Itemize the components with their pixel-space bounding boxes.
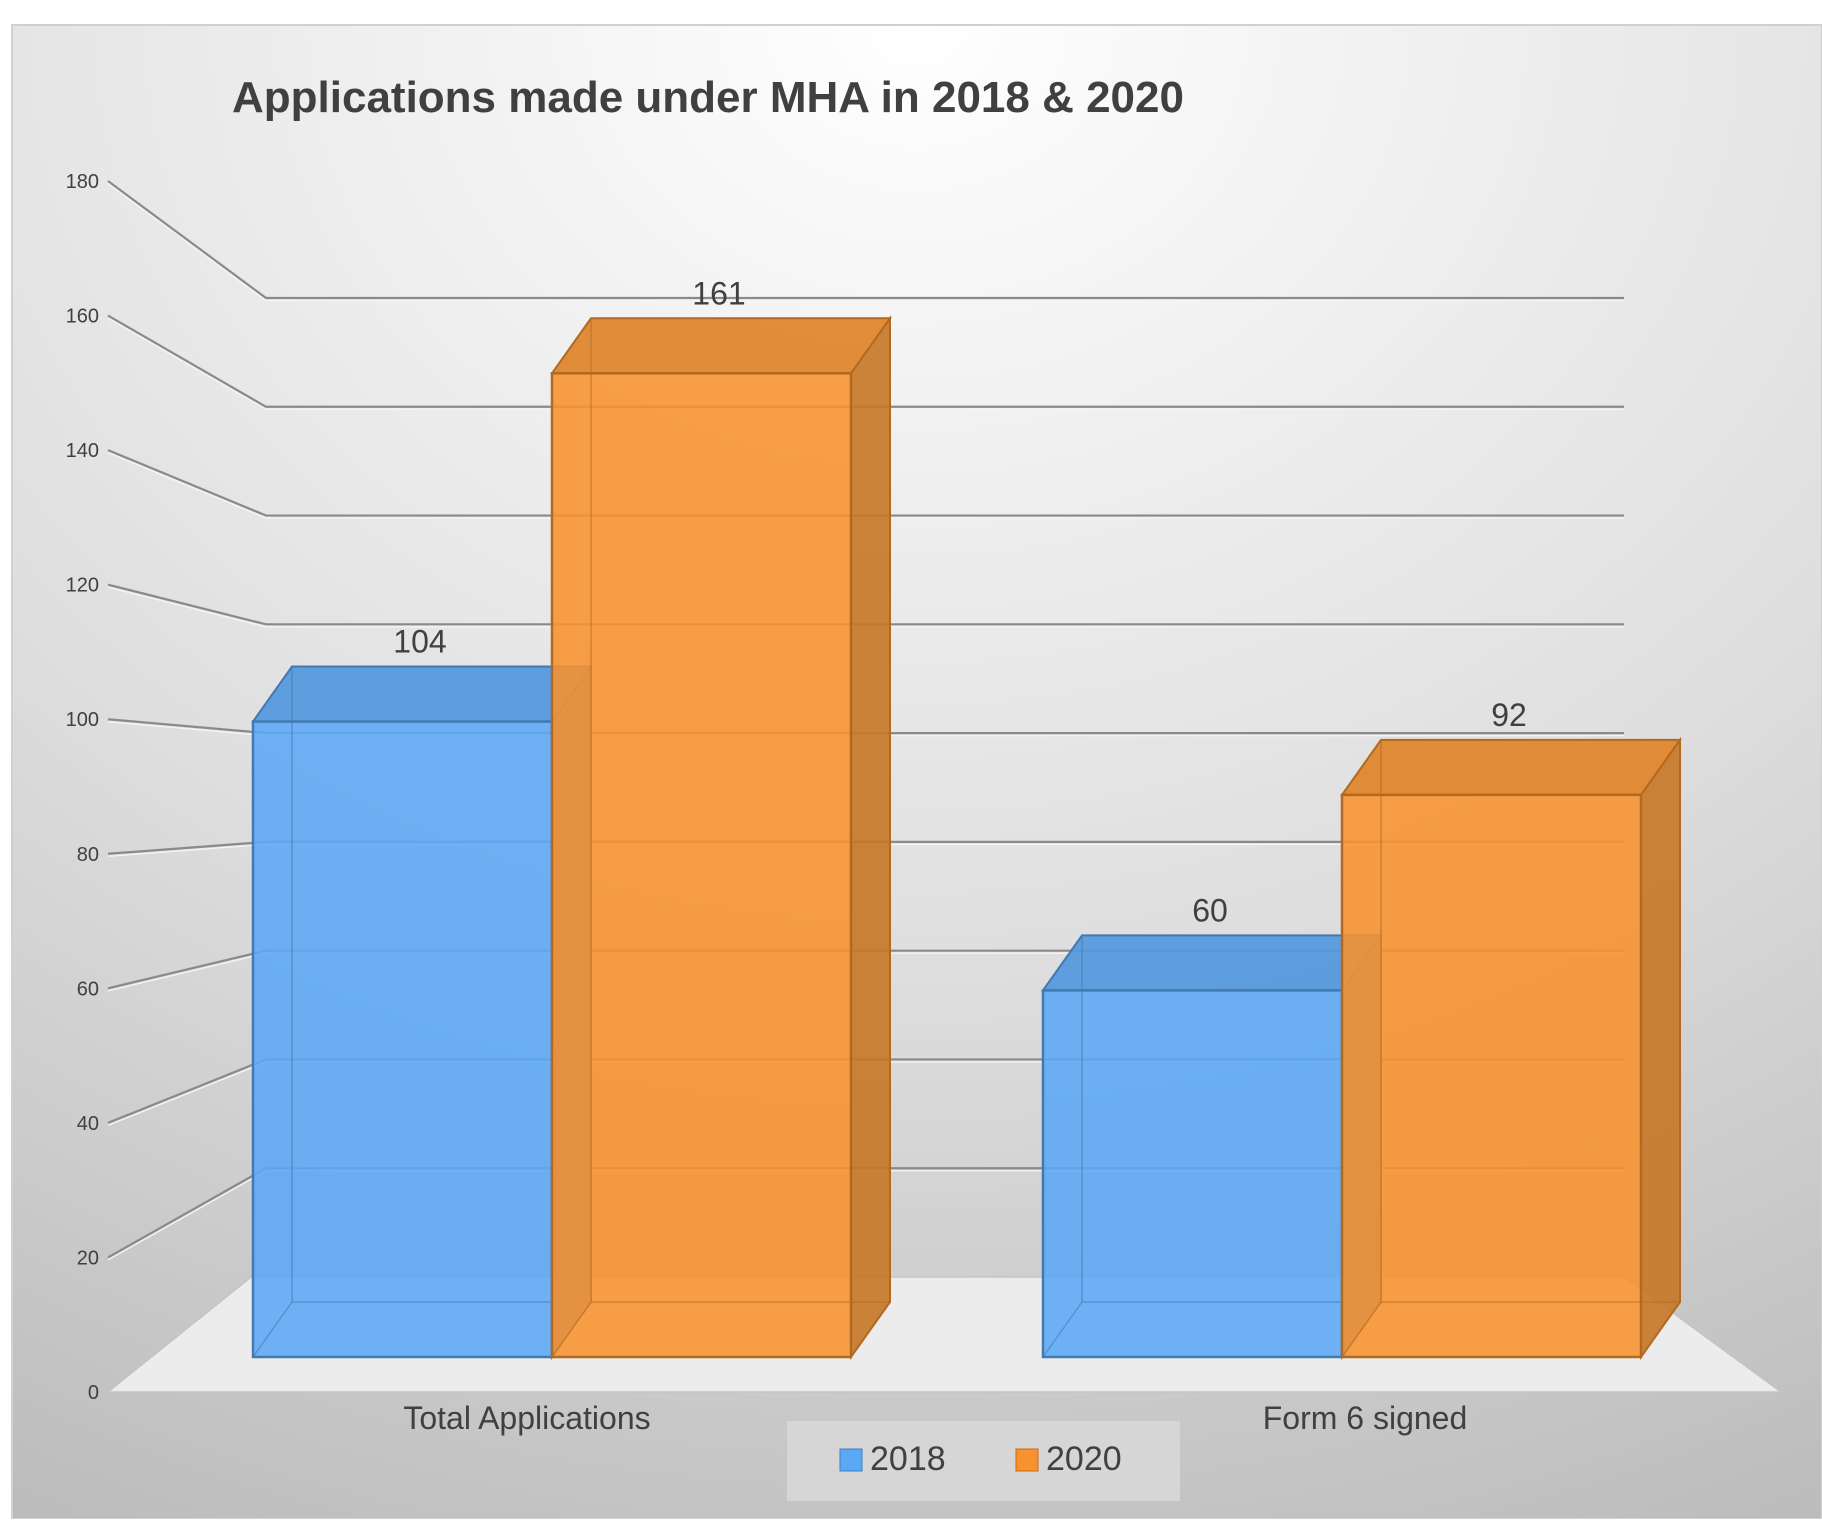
category-label-total-applications: Total Applications <box>403 1400 650 1436</box>
bar-total-applications-2020-front <box>550 372 853 1359</box>
bar-form-6-signed-2020-front <box>1340 793 1643 1359</box>
y-axis-ticks: 0 20 40 60 80 100 120 140 160 180 <box>66 171 99 1404</box>
bar-total-applications-2018-top <box>251 665 593 723</box>
bar-form-6-signed-2020-side <box>1640 736 1681 1361</box>
gridline-highlight-140 <box>107 451 1624 519</box>
y-tick-label-100: 100 <box>66 709 99 731</box>
y-tick-label-20: 20 <box>77 1247 99 1269</box>
bar-total-applications-2018-depth-edge <box>252 1301 293 1358</box>
gridline-highlight-120 <box>107 586 1624 628</box>
bar-total-applications-2018 <box>251 663 593 1361</box>
y-tick-label-80: 80 <box>77 844 99 866</box>
gridline-160 <box>107 314 1624 408</box>
bar-form-6-signed-2018-top <box>1041 934 1383 992</box>
bar-total-applications-2018-front <box>251 720 554 1359</box>
data-label-total-applications-2018: 104 <box>393 624 446 660</box>
bar-form-6-signed-2018-front <box>1041 989 1344 1359</box>
y-tick-label-40: 40 <box>77 1113 99 1135</box>
y-tick-label-60: 60 <box>77 978 99 1000</box>
bar-form-6-signed-2018 <box>1041 932 1383 1361</box>
bar-form-6-signed-2020-top <box>1340 738 1682 796</box>
bar-form-6-signed-2020-depth-edge <box>1341 1301 1382 1358</box>
bar-form-6-signed-2018-depth-edge <box>1042 1301 1083 1358</box>
legend-label-2020: 2020 <box>1046 1440 1122 1478</box>
gridline-120 <box>107 583 1624 626</box>
y-tick-label-120: 120 <box>66 575 99 597</box>
category-label-form-6-signed: Form 6 signed <box>1263 1400 1468 1436</box>
legend-swatch-2020 <box>1015 1448 1039 1472</box>
bar-total-applications-2020-depth-edge <box>551 1301 592 1358</box>
bars <box>251 315 1682 1361</box>
y-tick-label-0: 0 <box>88 1382 99 1404</box>
data-labels: 104 161 60 92 <box>393 275 1526 928</box>
data-label-form-6-signed-2018: 60 <box>1192 892 1228 928</box>
y-tick-label-180: 180 <box>66 171 99 193</box>
bar-total-applications-2020-side <box>850 315 891 1361</box>
gridline-140 <box>107 449 1624 517</box>
gridline-highlight-160 <box>107 317 1624 410</box>
chart-title: Applications made under MHA in 2018 & 20… <box>232 73 1184 122</box>
legend-swatch-2018 <box>839 1448 863 1472</box>
bar-total-applications-2020-top <box>550 317 892 375</box>
data-label-form-6-signed-2020: 92 <box>1491 697 1527 733</box>
legend-label-2018: 2018 <box>870 1440 946 1478</box>
data-label-total-applications-2020: 161 <box>692 275 745 311</box>
gridline-180 <box>107 180 1624 300</box>
gridline-highlight-180 <box>107 182 1624 302</box>
legend: 2018 2020 <box>787 1421 1180 1501</box>
bar-form-6-signed-2020 <box>1340 736 1682 1361</box>
y-tick-label-160: 160 <box>66 306 99 328</box>
y-tick-label-140: 140 <box>66 440 99 462</box>
bar-total-applications-2020 <box>550 315 892 1361</box>
